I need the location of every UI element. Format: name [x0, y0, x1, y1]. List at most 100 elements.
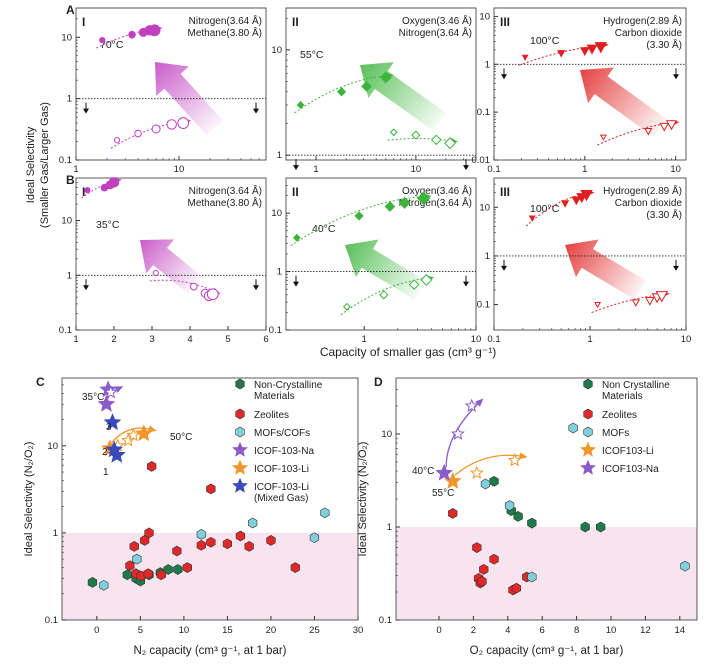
data-point-zeolites [129, 541, 139, 552]
data-point-non-crystalline [580, 521, 590, 533]
panel-roman: III [500, 185, 510, 199]
data-point-filled [99, 36, 106, 44]
data-point-open [151, 124, 161, 134]
y-tick-label: 1 [277, 150, 282, 161]
data-point-filled [580, 190, 593, 202]
data-point-icof-na [450, 426, 465, 440]
x-tick-label: 12 [640, 625, 651, 636]
legend-entry: MOFs/COFs [254, 428, 310, 439]
y-tick-label: 1 [485, 251, 490, 262]
temperature-label: 100°C [530, 203, 560, 215]
data-point-open [665, 120, 678, 131]
y-tick-label: 0.01 [472, 155, 491, 166]
y-tick-label: 1 [387, 522, 392, 533]
panel-roman: II [292, 15, 299, 29]
legend-entry: Methane(3.80 Å) [188, 26, 263, 39]
x-tick-label: 1 [362, 334, 367, 345]
legend-entry: ICOF-103-Li [254, 482, 309, 493]
y-tick-label: 10 [61, 216, 72, 227]
below-one-shade [396, 526, 697, 620]
data-point-filled [84, 187, 91, 194]
data-point-filled [398, 196, 411, 209]
data-point-icof-li [134, 424, 153, 442]
data-point-filled [361, 81, 372, 92]
data-point-open [631, 299, 640, 307]
top-xlabel: Capacity of smaller gas (cm³ g⁻¹) [320, 345, 496, 359]
na-trend-arrow [445, 401, 481, 468]
data-point-filled [354, 211, 364, 221]
data-point-open [113, 137, 121, 144]
data-point-zeolites [156, 569, 166, 581]
legend-entry: Materials [254, 391, 295, 402]
x-tick-label: 15 [222, 625, 233, 636]
data-point-zeolites [489, 553, 499, 565]
data-point-non-crystalline [595, 521, 606, 533]
below-one-shade [62, 532, 358, 620]
x-tick-label: 1 [73, 334, 78, 345]
panel-b-iii: 0.1 1 10 0.1 1 10 III Hydrogen(2.89 Å)Carbon di… [477, 177, 691, 345]
data-point-filled [586, 44, 598, 55]
plot-frame [75, 7, 267, 161]
x-tick-label: 5 [138, 625, 143, 636]
data-point-mofs [248, 517, 258, 529]
legend-marker [583, 378, 593, 390]
y-tick-label: 10 [479, 202, 490, 213]
data-point-open [594, 301, 602, 309]
x-tick-label: 30 [353, 625, 364, 636]
data-point-filled [379, 71, 392, 84]
data-point-zeolites [479, 564, 489, 575]
data-point-non-crystalline [489, 475, 499, 487]
data-point-mofs [196, 529, 206, 540]
data-point-zeolites [472, 542, 482, 553]
panel-letter: C [36, 375, 45, 389]
data-point-icof-na [464, 398, 479, 412]
li-trend-arrow-head [519, 452, 528, 460]
down-arrow-head [293, 165, 299, 171]
down-arrow-head [673, 74, 679, 80]
down-arrow-head [673, 265, 679, 271]
x-tick-label: 10 [174, 164, 185, 175]
legend-entry: Nitrogen(3.64 Å) [399, 196, 472, 209]
na-trend-arrow-head [114, 386, 124, 393]
trend-line-filled [290, 195, 428, 247]
legend-entry: Hydrogen(2.89 Å) [603, 184, 682, 197]
data-point-open [166, 119, 177, 130]
plot-frame [285, 7, 477, 161]
legend-entry: ICOF103-Na [602, 464, 659, 475]
annotation: 3 [106, 422, 112, 433]
legend-marker [580, 441, 596, 457]
x-tick-label: 0.1 [487, 164, 500, 175]
y-tick-label: 0.1 [379, 615, 392, 626]
trend-arrow [580, 67, 667, 137]
data-point-open [379, 290, 389, 300]
data-point-zeolites [235, 530, 246, 542]
x-tick-label: 5 [225, 334, 230, 345]
legend-entry: Zeolites [254, 410, 289, 421]
panel-letter: D [374, 375, 383, 389]
data-point-open [177, 117, 190, 129]
legend-entry: Nitrogen(3.64 Å) [189, 184, 262, 197]
x-tick-label: 8 [574, 625, 579, 636]
x-tick-label: 10 [670, 164, 681, 175]
plot-frame [493, 7, 687, 161]
y-tick-label: 0.1 [477, 107, 490, 118]
temperature-label: 100°C [530, 35, 560, 47]
plot-frame [75, 177, 267, 331]
panel-d: D 0.1 1 10 0 2 4 6 8 10 12 14 O₂ capacity (cm³ g⁻¹, … [357, 375, 698, 657]
data-point-filled [528, 215, 536, 222]
temperature-label: 70°C [100, 39, 124, 51]
y-tick-label: 1 [277, 267, 282, 278]
down-arrow-head [253, 108, 259, 114]
y-tick-label: 10 [271, 208, 282, 219]
y-tick-label: 10 [61, 32, 72, 43]
data-point-mofs [480, 478, 491, 490]
legend-entry: Hydrogen(2.89 Å) [603, 14, 682, 27]
panel-letter: A [66, 3, 75, 17]
data-point-filled [296, 101, 305, 109]
data-point-filled [384, 201, 396, 212]
down-arrow-head [501, 74, 507, 80]
y-tick-label: 1 [485, 59, 490, 70]
y-tick-label: 0.1 [477, 300, 490, 311]
panel-b-ii: 0.1 1 10 1 10 II Oxygen(3.46 Å)Nitrogen(3.64 Å… [269, 177, 481, 345]
